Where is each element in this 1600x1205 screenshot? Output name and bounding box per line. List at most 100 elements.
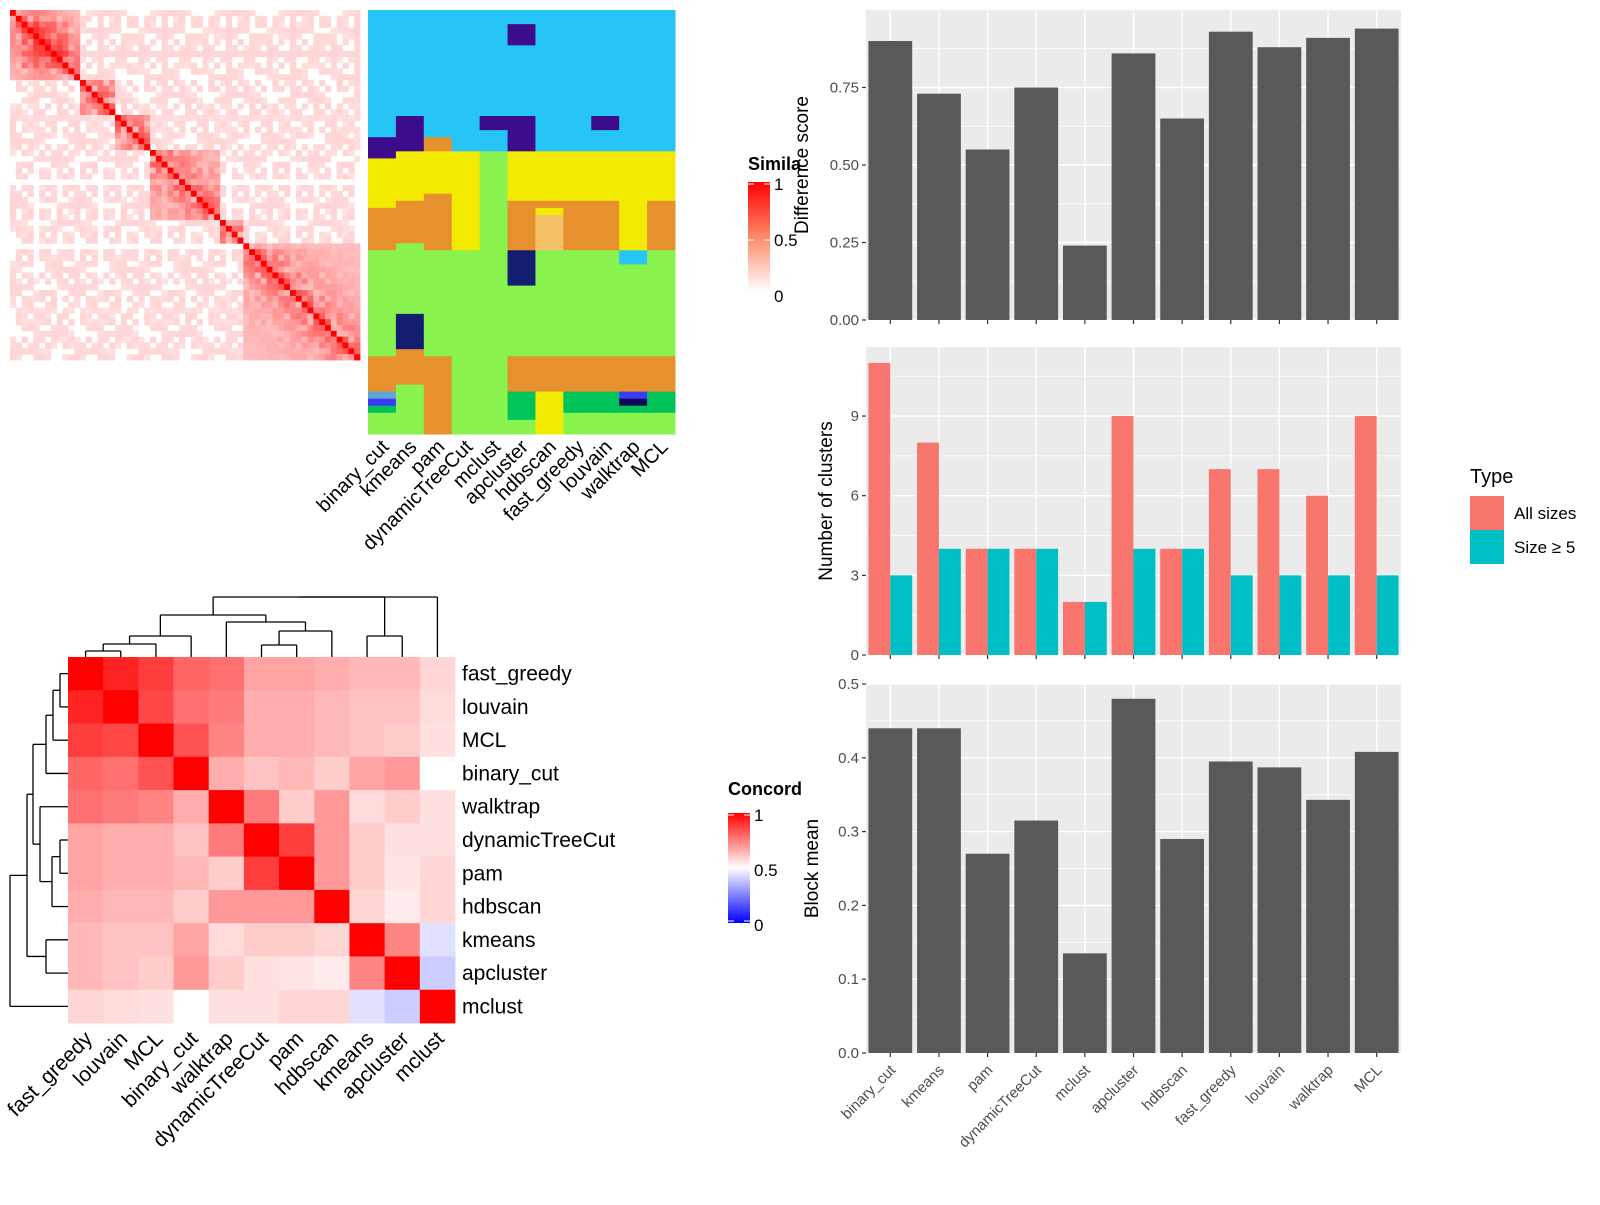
similarity-cell xyxy=(284,144,291,151)
similarity-cell xyxy=(260,278,268,285)
assignment-cell xyxy=(479,179,509,188)
similarity-cell xyxy=(173,50,180,58)
similarity-cell xyxy=(132,342,139,349)
similarity-cell xyxy=(249,307,256,314)
assignment-cell xyxy=(591,10,620,18)
similarity-cell xyxy=(80,190,87,198)
assignment-cell xyxy=(591,130,620,138)
similarity-cell xyxy=(278,313,285,320)
similarity-cell xyxy=(348,301,355,308)
assignment-cell xyxy=(368,123,397,131)
similarity-cell xyxy=(295,319,303,326)
similarity-cell xyxy=(27,138,34,145)
similarity-cell xyxy=(27,319,34,326)
similarity-cell xyxy=(185,330,192,338)
similarity-cell xyxy=(330,342,338,349)
similarity-cell xyxy=(132,155,139,163)
assignment-cell xyxy=(591,278,620,287)
assignment-cell xyxy=(647,405,676,414)
similarity-cell xyxy=(179,330,186,338)
similarity-cell xyxy=(56,68,63,75)
similarity-cell xyxy=(144,109,151,116)
similarity-cell xyxy=(290,249,297,256)
similarity-cell xyxy=(132,249,139,256)
similarity-cell xyxy=(208,15,215,23)
similarity-cell xyxy=(330,354,338,361)
similarity-cell xyxy=(62,202,69,209)
similarity-cell xyxy=(330,330,338,338)
assignment-cell xyxy=(563,144,592,152)
similarity-cell xyxy=(150,50,157,58)
similarity-cell xyxy=(150,249,157,256)
assignment-cell xyxy=(368,137,397,145)
similarity-cell xyxy=(138,190,145,198)
similarity-cell xyxy=(336,138,343,145)
similarity-cell xyxy=(167,126,174,133)
concordance-cell xyxy=(279,889,315,924)
similarity-cell xyxy=(173,27,180,34)
cluster-assignment-grid xyxy=(368,10,676,435)
similarity-cell xyxy=(295,342,303,349)
assignment-cell xyxy=(451,87,481,96)
similarity-cell xyxy=(161,21,168,28)
similarity-cell xyxy=(15,173,23,180)
assignment-cell xyxy=(395,377,425,386)
concordance-cell xyxy=(314,790,350,824)
concordance-cell xyxy=(243,756,280,791)
similarity-cell xyxy=(120,144,128,151)
assignment-cell xyxy=(619,193,648,202)
similarity-cell xyxy=(21,295,28,303)
similarity-cell xyxy=(161,39,168,46)
similarity-cell xyxy=(278,62,285,69)
similarity-cell xyxy=(109,173,116,180)
assignment-cell xyxy=(451,24,481,32)
similarity-cell xyxy=(225,330,233,338)
similarity-cell xyxy=(91,231,98,238)
assignment-cell xyxy=(535,193,564,202)
similarity-cell xyxy=(185,155,192,163)
similarity-cell xyxy=(91,307,98,314)
similarity-cell xyxy=(336,348,343,355)
similarity-cell xyxy=(103,103,110,110)
similarity-cell xyxy=(225,342,233,349)
similarity-cell xyxy=(155,249,163,256)
similarity-cell xyxy=(231,27,238,34)
similarity-cell xyxy=(27,161,34,168)
y-tick-label: 0 xyxy=(851,647,859,664)
similarity-cell xyxy=(255,15,262,23)
similarity-cell xyxy=(342,97,349,104)
similarity-cell xyxy=(313,39,320,46)
similarity-cell xyxy=(220,80,227,87)
assignment-cell xyxy=(507,130,536,138)
concordance-cell xyxy=(384,956,421,991)
assignment-cell xyxy=(535,271,564,280)
similarity-cell xyxy=(249,290,256,297)
similarity-cell xyxy=(10,190,17,198)
assignment-cell xyxy=(563,328,592,336)
similarity-cell xyxy=(214,348,221,355)
assignment-cell xyxy=(535,306,564,315)
similarity-cell xyxy=(278,138,285,145)
similarity-cell xyxy=(138,336,145,343)
bar xyxy=(1062,601,1085,655)
similarity-cell xyxy=(161,295,168,303)
similarity-cell xyxy=(225,91,233,98)
similarity-cell xyxy=(336,15,343,23)
similarity-cell xyxy=(330,185,338,192)
similarity-cell xyxy=(115,290,122,297)
similarity-cell xyxy=(214,214,221,221)
similarity-cell xyxy=(80,91,87,98)
similarity-cell xyxy=(278,74,285,81)
similarity-cell xyxy=(126,231,133,238)
similarity-cell xyxy=(290,126,297,133)
concordance-cell xyxy=(419,889,456,924)
similarity-cell xyxy=(249,336,256,343)
similarity-cell xyxy=(15,202,23,209)
similarity-cell xyxy=(266,68,273,75)
similarity-cell xyxy=(342,255,349,262)
similarity-cell xyxy=(313,313,320,320)
similarity-cell xyxy=(301,62,308,69)
assignment-cell xyxy=(423,87,453,96)
similarity-cell xyxy=(243,56,250,63)
similarity-cell xyxy=(307,27,314,34)
